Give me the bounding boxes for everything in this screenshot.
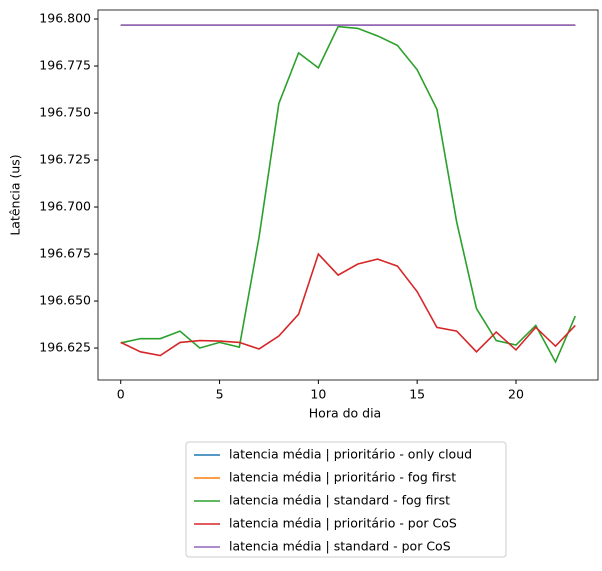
legend-label: latencia média | prioritário - por CoS [229, 516, 457, 531]
x-tick-label: 20 [508, 387, 524, 402]
x-tick-label: 0 [117, 387, 125, 402]
x-tick-label: 10 [310, 387, 326, 402]
y-tick-label: 196.675 [39, 246, 91, 261]
y-tick-label: 196.775 [39, 58, 91, 73]
plot-frame [97, 9, 599, 381]
series-line [120, 252, 576, 357]
x-axis-label: Hora do dia [309, 406, 381, 421]
legend-label: latencia média | prioritário - only clou… [229, 447, 472, 462]
y-tick-label: 196.725 [39, 152, 91, 167]
y-tick-label: 196.625 [39, 340, 91, 355]
series-line [120, 25, 577, 364]
y-tick-label: 196.650 [39, 293, 91, 308]
y-tick-label: 196.750 [39, 105, 91, 120]
x-tick-label: 5 [216, 387, 224, 402]
legend-label: latencia média | prioritário - fog first [229, 470, 456, 485]
x-tick-label: 15 [409, 387, 425, 402]
legend-label: latencia média | standard - fog first [229, 493, 450, 508]
legend-box [185, 441, 507, 558]
legend-label: latencia média | standard - por CoS [229, 539, 451, 554]
y-axis-label: Latência (us) [8, 154, 23, 235]
y-tick-label: 196.800 [39, 11, 91, 26]
y-tick-label: 196.700 [39, 199, 91, 214]
